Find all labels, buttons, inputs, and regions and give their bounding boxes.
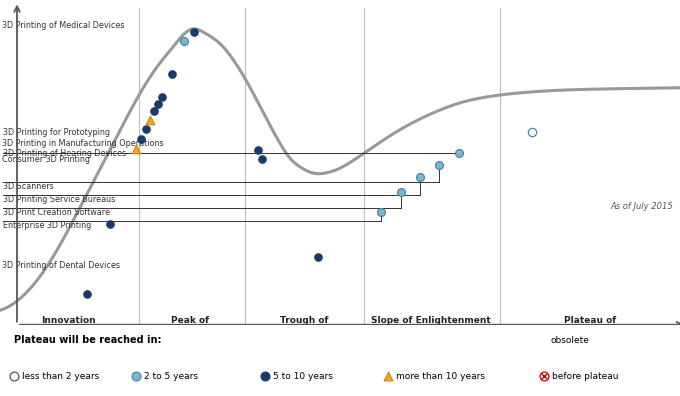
Point bbox=[526, 129, 537, 135]
Text: 3D Scanners: 3D Scanners bbox=[3, 182, 54, 191]
Text: 3D Printing of Hearing Devices: 3D Printing of Hearing Devices bbox=[3, 149, 126, 158]
Point bbox=[131, 146, 141, 152]
Point bbox=[253, 147, 264, 154]
Text: more than 10 years: more than 10 years bbox=[396, 371, 485, 381]
Point bbox=[105, 221, 116, 227]
Text: time: time bbox=[339, 339, 368, 349]
Point bbox=[148, 108, 159, 114]
Text: Trough of
Disillusionment: Trough of Disillusionment bbox=[265, 316, 344, 335]
Text: As of July 2015: As of July 2015 bbox=[611, 202, 673, 211]
Text: Slope of Enlightenment: Slope of Enlightenment bbox=[371, 316, 491, 325]
Point bbox=[82, 291, 92, 298]
Point bbox=[8, 373, 19, 379]
Text: 3D Print Creation Software: 3D Print Creation Software bbox=[3, 208, 109, 217]
Point bbox=[256, 156, 267, 162]
Point bbox=[167, 71, 177, 77]
Text: 5 to 10 years: 5 to 10 years bbox=[273, 371, 333, 381]
Text: Consumer 3D Printing: Consumer 3D Printing bbox=[2, 154, 90, 164]
Point bbox=[152, 100, 163, 107]
Point bbox=[144, 116, 155, 123]
Text: Plateau of
Productivity: Plateau of Productivity bbox=[559, 316, 622, 335]
Text: 3D Printing Service Bureaus: 3D Printing Service Bureaus bbox=[3, 195, 115, 204]
Text: Peak of
Inflated
Expectations: Peak of Inflated Expectations bbox=[158, 316, 223, 346]
Text: 3D Printing of Dental Devices: 3D Printing of Dental Devices bbox=[2, 261, 120, 270]
Text: 3D Printing of Medical Devices: 3D Printing of Medical Devices bbox=[2, 21, 124, 30]
Text: 2 to 5 years: 2 to 5 years bbox=[144, 371, 198, 381]
Point bbox=[382, 373, 393, 379]
Point bbox=[178, 38, 189, 44]
Point bbox=[539, 373, 549, 379]
Text: Innovation
Trigger: Innovation Trigger bbox=[41, 316, 95, 335]
Point bbox=[396, 189, 407, 195]
Point bbox=[131, 373, 141, 379]
Text: 3D Printing for Prototyping: 3D Printing for Prototyping bbox=[3, 128, 109, 137]
Point bbox=[260, 373, 271, 379]
Point bbox=[375, 209, 386, 215]
Point bbox=[454, 150, 464, 156]
Text: obsolete: obsolete bbox=[551, 336, 590, 345]
Point bbox=[189, 29, 200, 36]
Text: less than 2 years: less than 2 years bbox=[22, 371, 99, 381]
Point bbox=[313, 254, 324, 260]
Point bbox=[539, 373, 549, 379]
Point bbox=[433, 162, 444, 168]
Point bbox=[415, 174, 426, 181]
Text: Plateau will be reached in:: Plateau will be reached in: bbox=[14, 335, 161, 345]
Point bbox=[140, 126, 151, 132]
Point bbox=[136, 136, 147, 142]
Text: before plateau: before plateau bbox=[552, 371, 619, 381]
Text: Enterprise 3D Printing: Enterprise 3D Printing bbox=[3, 221, 91, 230]
Text: 3D Printing in Manufacturing Operations: 3D Printing in Manufacturing Operations bbox=[2, 139, 164, 148]
Point bbox=[156, 94, 167, 100]
